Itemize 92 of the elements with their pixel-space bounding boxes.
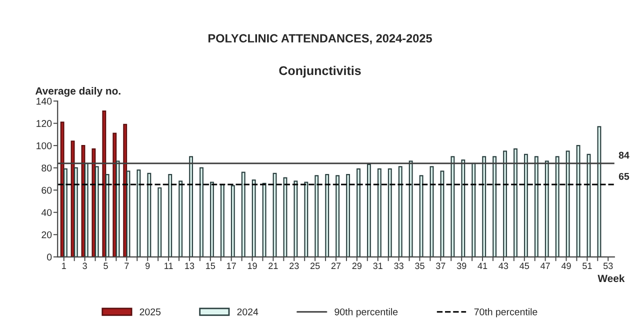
x-tick-label: 41	[478, 262, 488, 269]
bar	[388, 168, 392, 257]
x-tick-label: 33	[394, 262, 404, 270]
bar	[210, 182, 214, 257]
bar	[482, 156, 486, 257]
x-tick-label: 35	[415, 262, 424, 270]
bar	[112, 132, 117, 257]
bar	[189, 156, 194, 257]
x-tick-label: 5	[104, 262, 108, 270]
bar	[241, 172, 246, 257]
bar	[514, 148, 518, 257]
bar	[450, 156, 455, 257]
x-tick-label: 51	[582, 262, 592, 270]
x-tick-label: 25	[310, 262, 320, 270]
x-tick-label: 29	[352, 262, 362, 270]
chart-subtitle: Conjunctivitis	[279, 66, 361, 78]
y-tick-label: 60	[42, 186, 52, 194]
text: 65	[618, 172, 630, 180]
bar	[566, 150, 570, 257]
y-tick-label: 140	[36, 98, 52, 105]
bar	[168, 174, 172, 257]
x-tick-label: 47	[540, 262, 550, 269]
legend-label: 2024	[237, 308, 258, 316]
x-tick-label: 15	[206, 262, 216, 270]
x-tick-label: 17	[227, 262, 236, 269]
bar	[294, 180, 298, 257]
legend-label: 2025	[140, 308, 161, 316]
bar	[200, 167, 204, 257]
bar	[136, 170, 141, 257]
bar	[74, 167, 78, 257]
bar	[94, 166, 99, 257]
bar	[336, 175, 340, 257]
bar	[230, 185, 235, 257]
y-axis-title: Average daily no.	[35, 86, 120, 97]
bar	[398, 166, 402, 257]
bar	[492, 156, 497, 257]
bar	[346, 174, 350, 257]
x-tick-label: 43	[498, 262, 508, 270]
legend-label: 70th percentile	[474, 308, 538, 318]
bar	[147, 172, 152, 257]
bar	[102, 110, 106, 257]
x-tick-label: 27	[331, 262, 341, 269]
bar	[262, 182, 266, 257]
bar	[534, 156, 538, 257]
x-tick-label: 37	[436, 262, 446, 270]
bar	[377, 168, 382, 257]
x-tick-label: 45	[520, 262, 530, 270]
legend-label: 90th percentile	[334, 308, 398, 318]
y-tick-label: 120	[36, 120, 52, 127]
text: 84	[618, 152, 630, 159]
y-tick-label: 80	[42, 164, 52, 172]
x-tick-label: 11	[164, 262, 173, 269]
bar	[544, 160, 549, 257]
chart-title: POLYCLINIC ATTENDANCES, 2024-2025	[208, 34, 432, 44]
bar	[419, 175, 424, 257]
bar	[325, 174, 330, 257]
x-tick-label: 7	[124, 262, 129, 269]
x-tick-label: 19	[248, 262, 257, 270]
bar	[220, 184, 224, 257]
bar	[555, 156, 560, 257]
x-axis-title: Week	[598, 274, 625, 282]
bar	[503, 150, 507, 257]
bar	[356, 168, 360, 257]
bar	[304, 182, 308, 257]
bar	[105, 174, 110, 257]
bar	[408, 160, 413, 257]
x-tick-label: 9	[146, 262, 150, 270]
bar	[461, 159, 466, 257]
x-tick-label: 39	[456, 262, 466, 270]
y-tick-label: 0	[47, 254, 52, 261]
y-tick-label: 20	[42, 231, 52, 238]
bar	[472, 162, 476, 257]
bar	[178, 180, 183, 257]
y-tick-label: 40	[41, 209, 52, 216]
bar	[524, 154, 528, 257]
x-tick-label: 31	[373, 262, 382, 270]
x-tick-label: 13	[185, 262, 194, 270]
y-tick-label: 100	[36, 142, 52, 150]
x-tick-label: 1	[62, 262, 66, 269]
bar	[84, 162, 88, 257]
x-tick-label: 53	[603, 262, 613, 270]
bar	[63, 168, 68, 257]
bar	[314, 175, 319, 257]
x-tick-label: 3	[82, 262, 87, 270]
bar	[252, 180, 256, 257]
bar	[123, 124, 128, 257]
bar	[158, 187, 162, 257]
x-tick-label: 23	[290, 262, 299, 270]
bar	[367, 164, 371, 257]
x-tick-label: 49	[561, 262, 571, 270]
x-tick-label: 21	[268, 262, 278, 269]
bar	[576, 145, 580, 257]
